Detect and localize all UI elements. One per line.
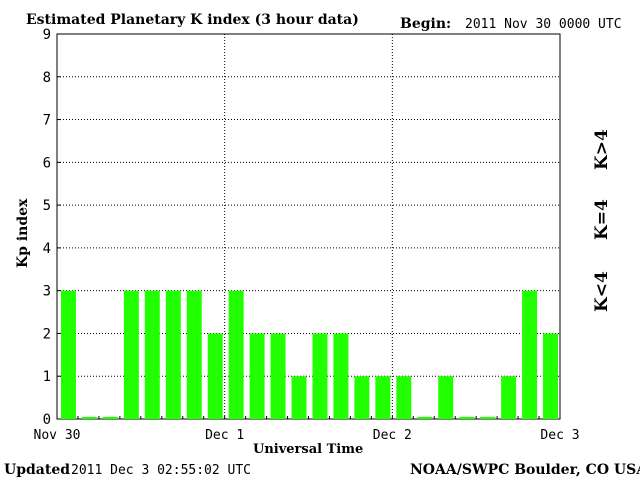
- x-tick-label: Dec 2: [373, 428, 412, 443]
- y-tick-label: 2: [43, 326, 51, 342]
- y-tick-label: 9: [43, 27, 51, 43]
- source-credit: NOAA/SWPC Boulder, CO USA: [410, 462, 640, 478]
- kp-bar: [249, 333, 265, 419]
- y-tick-label: 8: [43, 70, 51, 86]
- kp-bar: [102, 416, 118, 419]
- y-axis-label: Kp index: [15, 198, 31, 268]
- kp-bar: [270, 333, 286, 419]
- updated-label: Updated: [4, 462, 70, 478]
- x-tick-label: Dec 1: [205, 428, 244, 443]
- kp-bar: [459, 416, 475, 419]
- kp-bar: [396, 376, 412, 419]
- kp-bar: [144, 290, 160, 419]
- y-tick-label: 3: [43, 284, 51, 300]
- y-tick-label: 1: [43, 369, 51, 385]
- kp-bar: [333, 333, 349, 419]
- begin-label: Begin:: [400, 16, 451, 32]
- chart-title: Estimated Planetary K index (3 hour data…: [26, 12, 359, 28]
- x-axis-label: Universal Time: [253, 442, 363, 457]
- kp-bar: [81, 416, 97, 419]
- kp-bar: [291, 376, 307, 419]
- kp-bar: [312, 333, 328, 419]
- begin-value: 2011 Nov 30 0000 UTC: [465, 17, 622, 32]
- legend-k-less-4: K<4: [592, 271, 612, 312]
- legend-k-greater-4: K>4: [592, 129, 612, 170]
- grid-lines: [57, 34, 560, 419]
- legend-k-equals-4: K=4: [592, 199, 612, 240]
- y-tick-label: 4: [43, 241, 51, 257]
- kp-bar: [501, 376, 517, 419]
- y-tick-label: 6: [43, 155, 51, 171]
- kp-bar: [354, 376, 370, 419]
- kp-bar: [438, 376, 454, 419]
- kp-bar: [186, 290, 202, 419]
- y-tick-label: 0: [43, 412, 51, 428]
- kp-bar: [522, 290, 538, 419]
- bars: [61, 290, 558, 419]
- kp-bar: [543, 333, 558, 419]
- x-ticks: Nov 30 Dec 1 Dec 2 Dec 3: [34, 416, 580, 443]
- kp-bar: [228, 290, 244, 419]
- kp-bar: [375, 376, 391, 419]
- updated-value: 2011 Dec 3 02:55:02 UTC: [71, 463, 251, 478]
- kp-bar: [417, 416, 433, 419]
- kp-bar: [207, 333, 223, 419]
- kp-bar: [165, 290, 181, 419]
- y-ticks: 0 1 2 3 4 5 6 7 8 9: [43, 27, 61, 428]
- kp-bar: [123, 290, 139, 419]
- y-tick-label: 5: [43, 198, 51, 214]
- kp-bar: [480, 416, 496, 419]
- kp-bar: [61, 290, 76, 419]
- plot-area: [56, 33, 561, 420]
- x-tick-label: Dec 3: [540, 428, 579, 443]
- y-tick-label: 7: [43, 113, 51, 129]
- x-tick-label: Nov 30: [34, 428, 81, 443]
